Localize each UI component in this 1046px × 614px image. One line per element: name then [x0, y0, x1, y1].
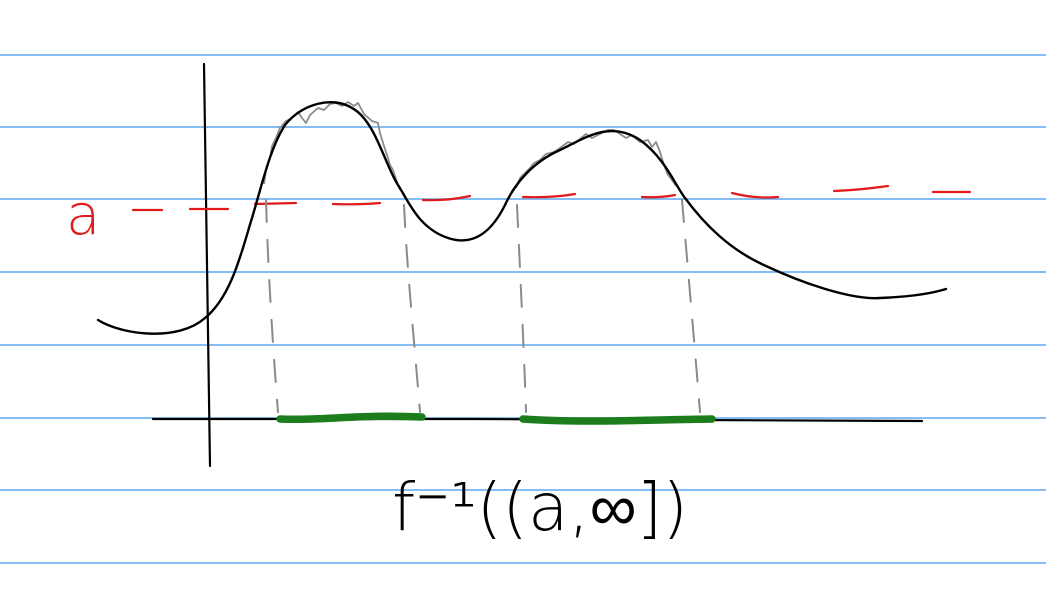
function-curve	[96, 101, 948, 335]
y-axis	[202, 62, 212, 468]
projection-guide	[265, 199, 279, 413]
preimage-interval	[519, 415, 716, 425]
level-line	[131, 184, 972, 212]
preimage-interval	[276, 412, 426, 424]
level-label: a	[66, 183, 100, 248]
rough-curve	[263, 101, 677, 191]
rough-curve-hump-1	[263, 101, 401, 191]
level-dash	[640, 193, 677, 199]
level-dash	[730, 191, 780, 199]
level-dash	[421, 194, 472, 202]
level-dash	[253, 201, 298, 206]
level-dash	[832, 184, 890, 193]
level-dash	[521, 192, 577, 199]
preimage-intervals	[276, 412, 716, 425]
level-dash	[331, 201, 382, 206]
preimage-label: f⁻¹((a,∞])	[392, 469, 688, 546]
projection-guide	[681, 199, 701, 413]
projection-guide	[516, 204, 527, 413]
projection-guides	[265, 199, 701, 413]
axes	[151, 62, 924, 468]
rough-curve-hump-2	[515, 129, 677, 189]
projection-guide	[403, 204, 421, 413]
